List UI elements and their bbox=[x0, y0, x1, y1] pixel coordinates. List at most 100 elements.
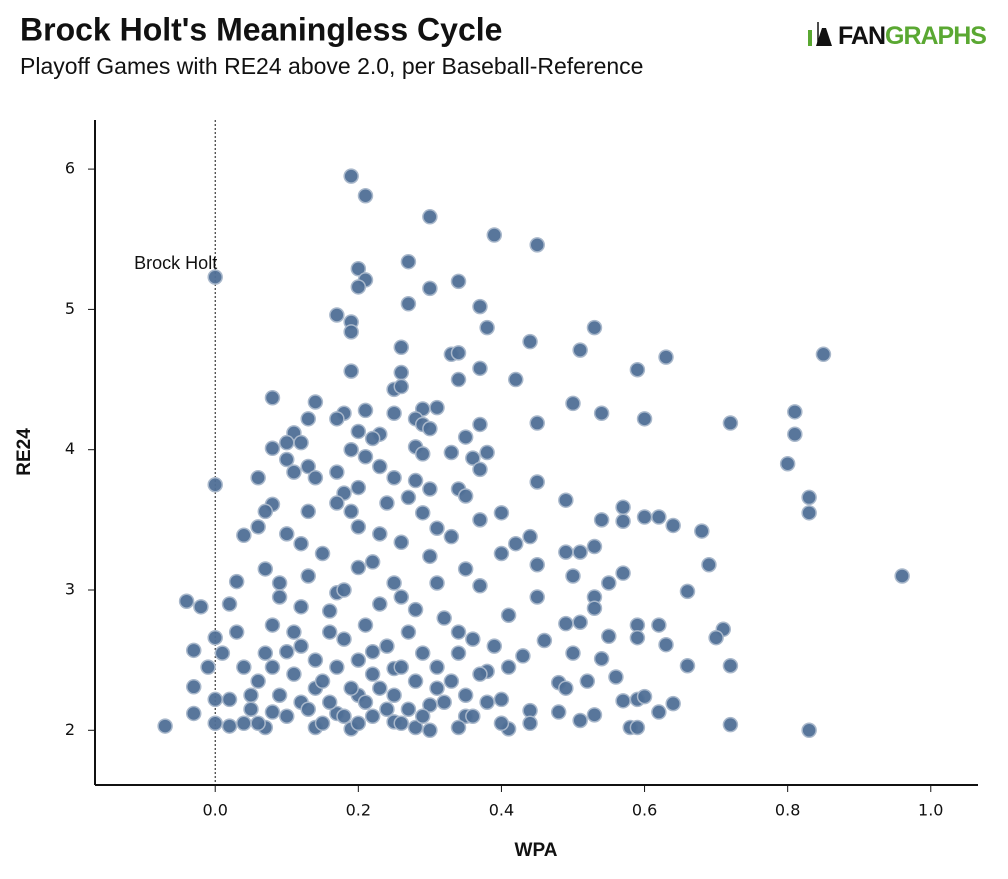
point bbox=[615, 565, 631, 581]
y-tick-label: 2 bbox=[65, 720, 75, 739]
point bbox=[300, 503, 316, 520]
point bbox=[314, 715, 331, 732]
point bbox=[722, 657, 739, 674]
point bbox=[264, 659, 281, 675]
chart-title: Brock Holt's Meaningless Cycle bbox=[20, 11, 502, 47]
point bbox=[393, 364, 410, 381]
point bbox=[636, 688, 653, 705]
point bbox=[372, 680, 388, 696]
point bbox=[264, 704, 281, 720]
point bbox=[472, 461, 488, 478]
point bbox=[207, 715, 223, 732]
point bbox=[364, 708, 381, 725]
point bbox=[651, 617, 667, 633]
point bbox=[343, 680, 359, 696]
logo: FANGRAPHS bbox=[808, 22, 987, 50]
point bbox=[407, 673, 424, 689]
point bbox=[279, 708, 295, 725]
point bbox=[457, 488, 474, 504]
point bbox=[321, 603, 338, 619]
point bbox=[321, 694, 338, 710]
x-tick-label: 0.6 bbox=[632, 801, 657, 820]
point bbox=[586, 707, 603, 723]
point bbox=[722, 716, 739, 733]
point bbox=[636, 509, 653, 525]
x-tick-label: 0.8 bbox=[775, 801, 800, 820]
point bbox=[178, 593, 195, 609]
point bbox=[651, 704, 667, 720]
point bbox=[336, 631, 352, 647]
y-tick-label: 5 bbox=[65, 299, 75, 318]
point bbox=[586, 538, 603, 555]
point bbox=[529, 237, 545, 253]
point bbox=[586, 319, 603, 336]
point bbox=[357, 448, 374, 465]
point bbox=[236, 659, 252, 675]
point bbox=[500, 659, 517, 675]
point bbox=[550, 704, 567, 720]
point bbox=[615, 693, 631, 709]
y-axis-label: RE24 bbox=[14, 428, 35, 476]
point bbox=[429, 680, 445, 696]
point bbox=[200, 659, 216, 675]
point bbox=[393, 534, 410, 551]
point bbox=[250, 519, 266, 535]
point bbox=[379, 638, 395, 654]
point bbox=[414, 708, 431, 725]
point bbox=[493, 691, 510, 708]
point bbox=[651, 509, 667, 525]
logo-figure bbox=[816, 28, 832, 46]
point bbox=[629, 629, 646, 646]
point bbox=[350, 559, 367, 576]
point bbox=[472, 416, 488, 433]
point bbox=[257, 503, 274, 520]
point bbox=[486, 638, 503, 654]
point bbox=[300, 458, 316, 475]
point bbox=[221, 691, 238, 708]
point bbox=[372, 596, 388, 612]
point bbox=[400, 701, 417, 717]
point bbox=[279, 434, 295, 451]
point bbox=[601, 575, 617, 591]
point bbox=[457, 687, 474, 703]
point bbox=[665, 517, 681, 534]
y-tick-label: 3 bbox=[65, 579, 75, 598]
point bbox=[801, 722, 817, 739]
point bbox=[450, 645, 467, 661]
point bbox=[429, 399, 445, 416]
point bbox=[694, 523, 710, 539]
point bbox=[572, 342, 588, 358]
point bbox=[286, 624, 302, 640]
point bbox=[658, 349, 674, 365]
point bbox=[400, 296, 417, 312]
point bbox=[157, 718, 173, 734]
point bbox=[472, 666, 488, 682]
point bbox=[293, 599, 309, 615]
point bbox=[522, 715, 538, 732]
point bbox=[450, 624, 467, 640]
point bbox=[522, 528, 538, 545]
point bbox=[386, 405, 402, 421]
point bbox=[701, 556, 717, 573]
point bbox=[271, 589, 288, 605]
point bbox=[236, 715, 252, 732]
point bbox=[679, 583, 696, 600]
point bbox=[357, 617, 374, 633]
point bbox=[257, 561, 274, 577]
point bbox=[207, 691, 223, 708]
point bbox=[264, 617, 281, 633]
point bbox=[221, 718, 238, 734]
point bbox=[307, 652, 324, 668]
point bbox=[529, 556, 545, 573]
point bbox=[243, 687, 259, 703]
point bbox=[293, 638, 309, 654]
point bbox=[207, 269, 223, 285]
point bbox=[264, 440, 281, 457]
point bbox=[379, 495, 395, 511]
point bbox=[629, 361, 646, 378]
point bbox=[572, 712, 588, 729]
point bbox=[364, 554, 381, 570]
y-tick-label: 6 bbox=[65, 159, 75, 178]
point bbox=[529, 589, 545, 605]
